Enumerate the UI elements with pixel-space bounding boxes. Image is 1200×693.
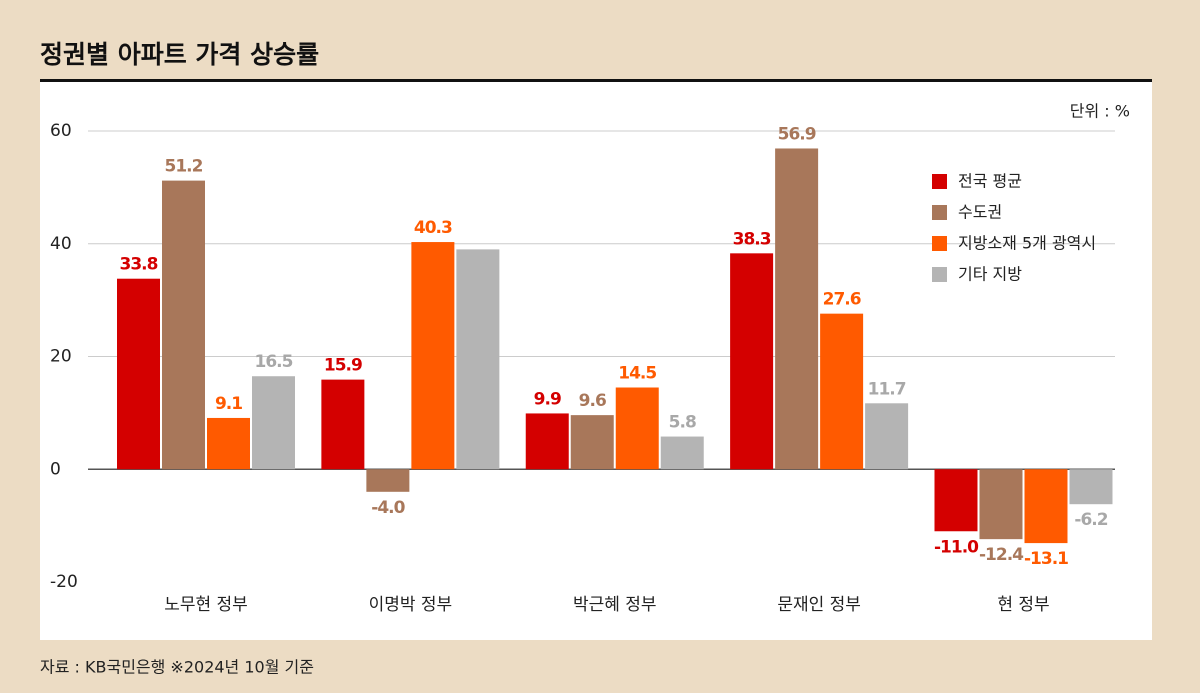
- value-label: 40.3: [414, 218, 452, 238]
- source: 자료 : KB국민은행 ※2024년 10월 기준: [40, 658, 314, 677]
- x-tick-label: 박근혜 정부: [573, 595, 657, 615]
- y-tick-label: 20: [50, 347, 72, 367]
- value-label: 56.9: [778, 124, 816, 144]
- legend-swatch: [932, 205, 947, 220]
- bar: [820, 313, 864, 470]
- bar: [252, 376, 295, 470]
- value-label: 5.8: [669, 413, 696, 433]
- plot-panel: [40, 82, 1152, 640]
- value-label: -4.0: [371, 498, 405, 518]
- bar: [525, 413, 569, 470]
- bar: [615, 387, 659, 470]
- bar: [979, 469, 1023, 540]
- bar: [117, 278, 160, 470]
- legend-label: 지방소재 5개 광역시: [958, 234, 1096, 253]
- value-label: 27.6: [823, 290, 861, 310]
- value-label: 15.9: [324, 356, 362, 376]
- value-label: 51.2: [165, 157, 203, 177]
- y-tick-label: 0: [50, 459, 61, 479]
- legend-swatch: [932, 236, 947, 251]
- x-tick-label: 문재인 정부: [777, 595, 861, 615]
- value-label: 38.3: [733, 229, 771, 249]
- x-tick-label: 현 정부: [997, 595, 1049, 615]
- bar: [775, 148, 819, 470]
- unit-label: 단위 : %: [1070, 102, 1130, 121]
- legend-label: 전국 평균: [958, 172, 1022, 191]
- chart-title: 정권별 아파트 가격 상승률: [40, 40, 319, 69]
- value-label: 9.1: [215, 394, 242, 414]
- x-tick-label: 노무현 정부: [164, 595, 248, 615]
- y-tick-label: -20: [50, 572, 78, 592]
- bar: [660, 436, 704, 470]
- title-rule: [40, 79, 1152, 82]
- bar: [1069, 469, 1113, 505]
- value-label: -6.2: [1074, 510, 1107, 530]
- bar: [366, 469, 410, 492]
- bar: [934, 469, 978, 532]
- bar: [570, 415, 614, 470]
- y-tick-label: 40: [50, 234, 72, 254]
- bar: [207, 417, 250, 470]
- bar: [411, 242, 455, 470]
- value-label: -13.1: [1024, 549, 1068, 569]
- value-label: 16.5: [255, 352, 293, 372]
- value-label: 11.7: [868, 379, 906, 399]
- value-label: 9.6: [579, 391, 606, 411]
- y-tick-label: 60: [50, 121, 72, 141]
- bar: [321, 379, 365, 470]
- bar: [456, 249, 500, 470]
- legend-label: 기타 지방: [958, 265, 1022, 284]
- legend-swatch: [932, 267, 947, 282]
- x-tick-label: 이명박 정부: [369, 595, 453, 615]
- value-label: 33.8: [120, 255, 158, 275]
- bar: [162, 180, 205, 470]
- bar: [730, 253, 774, 470]
- legend-label: 수도권: [958, 203, 1002, 222]
- value-label: 14.5: [618, 364, 656, 384]
- value-label: -12.4: [979, 545, 1024, 565]
- value-label: 9.9: [534, 389, 561, 409]
- value-label: -11.0: [934, 537, 979, 557]
- bar: [865, 403, 909, 470]
- legend-swatch: [932, 174, 947, 189]
- bar: [1024, 469, 1068, 544]
